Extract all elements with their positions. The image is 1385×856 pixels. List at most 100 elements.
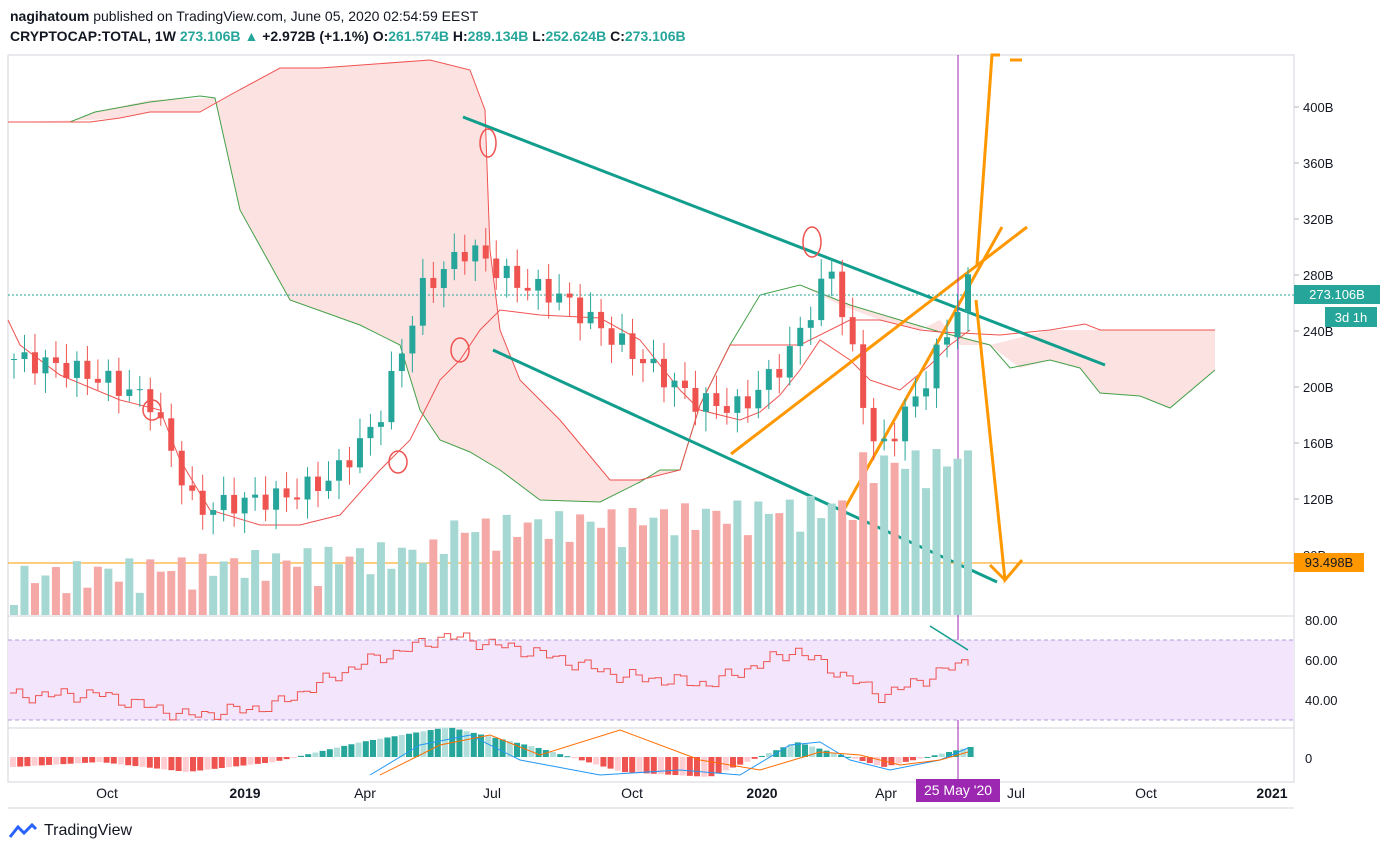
candle-body[interactable] <box>73 360 80 378</box>
macd-pane[interactable] <box>7 727 1295 783</box>
highlight-circle-apr[interactable] <box>388 450 408 474</box>
candle-body[interactable] <box>94 378 101 383</box>
candle-body[interactable] <box>115 370 122 396</box>
rsi-divergence-line[interactable] <box>929 625 969 651</box>
price-axis[interactable]: 400B360B320B280B240B200B160B120B80B <box>1294 100 1333 563</box>
candle-body[interactable] <box>535 278 542 291</box>
candle-body[interactable] <box>786 346 793 378</box>
candle-body[interactable] <box>503 265 510 279</box>
candle-body[interactable] <box>63 362 70 378</box>
candle-body[interactable] <box>440 269 447 289</box>
candle-body[interactable] <box>367 426 374 439</box>
candle-body[interactable] <box>241 497 248 514</box>
candle-body[interactable] <box>210 510 217 515</box>
candle-body[interactable] <box>451 251 458 270</box>
candle-body[interactable] <box>660 358 667 388</box>
highlight-circle-top-2019[interactable] <box>479 128 497 158</box>
candle-body[interactable] <box>923 388 930 397</box>
candle-body[interactable] <box>126 389 133 396</box>
highlight-circle-top-2020[interactable] <box>802 226 822 258</box>
candle-body[interactable] <box>398 353 405 372</box>
candle-body[interactable] <box>713 393 720 407</box>
candle-body[interactable] <box>419 277 426 326</box>
candle-body[interactable] <box>325 480 332 492</box>
candle-body[interactable] <box>262 494 269 510</box>
candle-body[interactable] <box>294 497 301 500</box>
candle-body[interactable] <box>346 460 353 468</box>
candle-body[interactable] <box>744 396 751 409</box>
candle-body[interactable] <box>388 371 395 423</box>
footer-branding[interactable]: TradingView <box>8 821 132 841</box>
candle-body[interactable] <box>482 245 489 259</box>
candle-body[interactable] <box>619 333 626 345</box>
candle-body[interactable] <box>965 274 971 313</box>
candle-body[interactable] <box>105 370 112 383</box>
candle-body[interactable] <box>723 406 730 413</box>
candle-body[interactable] <box>849 317 856 345</box>
candle-body[interactable] <box>430 277 437 289</box>
candle-body[interactable] <box>891 438 898 442</box>
candle-body[interactable] <box>598 311 605 329</box>
candle-body[interactable] <box>409 325 416 354</box>
candle-body[interactable] <box>755 389 762 409</box>
candle-body[interactable] <box>472 245 479 262</box>
candle-body[interactable] <box>524 287 531 291</box>
candle-body[interactable] <box>702 393 709 412</box>
candle-body[interactable] <box>577 297 584 324</box>
candle-body[interactable] <box>629 333 636 359</box>
channel-upper-trendline[interactable] <box>462 115 1106 367</box>
candle-body[interactable] <box>11 359 17 360</box>
candle-body[interactable] <box>881 438 888 442</box>
candle-body[interactable] <box>587 311 594 324</box>
candle-body[interactable] <box>566 293 573 298</box>
candle-body[interactable] <box>556 293 563 303</box>
target-up-arrow[interactable] <box>975 53 1000 266</box>
candle-body[interactable] <box>545 278 552 303</box>
candle-body[interactable] <box>189 485 196 491</box>
candle-body[interactable] <box>84 360 91 379</box>
candle-body[interactable] <box>734 396 741 413</box>
candle-body[interactable] <box>136 389 143 391</box>
candle-body[interactable] <box>944 337 951 345</box>
candle-body[interactable] <box>21 352 28 359</box>
candle-body[interactable] <box>776 369 783 378</box>
candle-body[interactable] <box>640 358 647 364</box>
candle-body[interactable] <box>252 494 259 498</box>
candle-body[interactable] <box>461 251 468 262</box>
symbol-label[interactable]: CRYPTOCAP:TOTAL, 1W <box>10 28 176 44</box>
author-name[interactable]: nagihatoum <box>10 8 90 24</box>
candle-body[interactable] <box>681 380 688 389</box>
candle-body[interactable] <box>199 490 206 515</box>
candle-body[interactable] <box>807 320 814 328</box>
candle-body[interactable] <box>157 412 164 419</box>
candle-body[interactable] <box>52 357 59 363</box>
highlight-circle-may[interactable] <box>450 337 470 363</box>
candle-body[interactable] <box>860 344 867 408</box>
candle-body[interactable] <box>356 438 363 468</box>
candle-body[interactable] <box>608 328 615 345</box>
candle-body[interactable] <box>304 476 311 500</box>
candle-body[interactable] <box>168 418 175 451</box>
candle-body[interactable] <box>839 271 846 318</box>
candle-body[interactable] <box>315 476 322 492</box>
candle-body[interactable] <box>671 380 678 388</box>
candle-body[interactable] <box>220 494 227 511</box>
candle-body[interactable] <box>828 271 835 279</box>
candle-body[interactable] <box>514 265 521 288</box>
candle-body[interactable] <box>818 278 825 321</box>
candle-body[interactable] <box>765 369 772 390</box>
candle-body[interactable] <box>42 357 49 374</box>
candle-body[interactable] <box>902 406 909 442</box>
candle-body[interactable] <box>493 258 500 279</box>
candle-body[interactable] <box>231 494 238 514</box>
macd-axis[interactable]: 0 <box>1305 751 1312 766</box>
rsi-axis[interactable]: 80.00 60.00 40.00 <box>1305 613 1338 708</box>
candle-body[interactable] <box>283 488 290 498</box>
candle-body[interactable] <box>933 344 940 389</box>
candle-body[interactable] <box>650 358 657 364</box>
candle-body[interactable] <box>377 422 384 427</box>
candle-body[interactable] <box>870 407 877 442</box>
candle-body[interactable] <box>273 488 280 510</box>
candle-body[interactable] <box>178 450 185 486</box>
